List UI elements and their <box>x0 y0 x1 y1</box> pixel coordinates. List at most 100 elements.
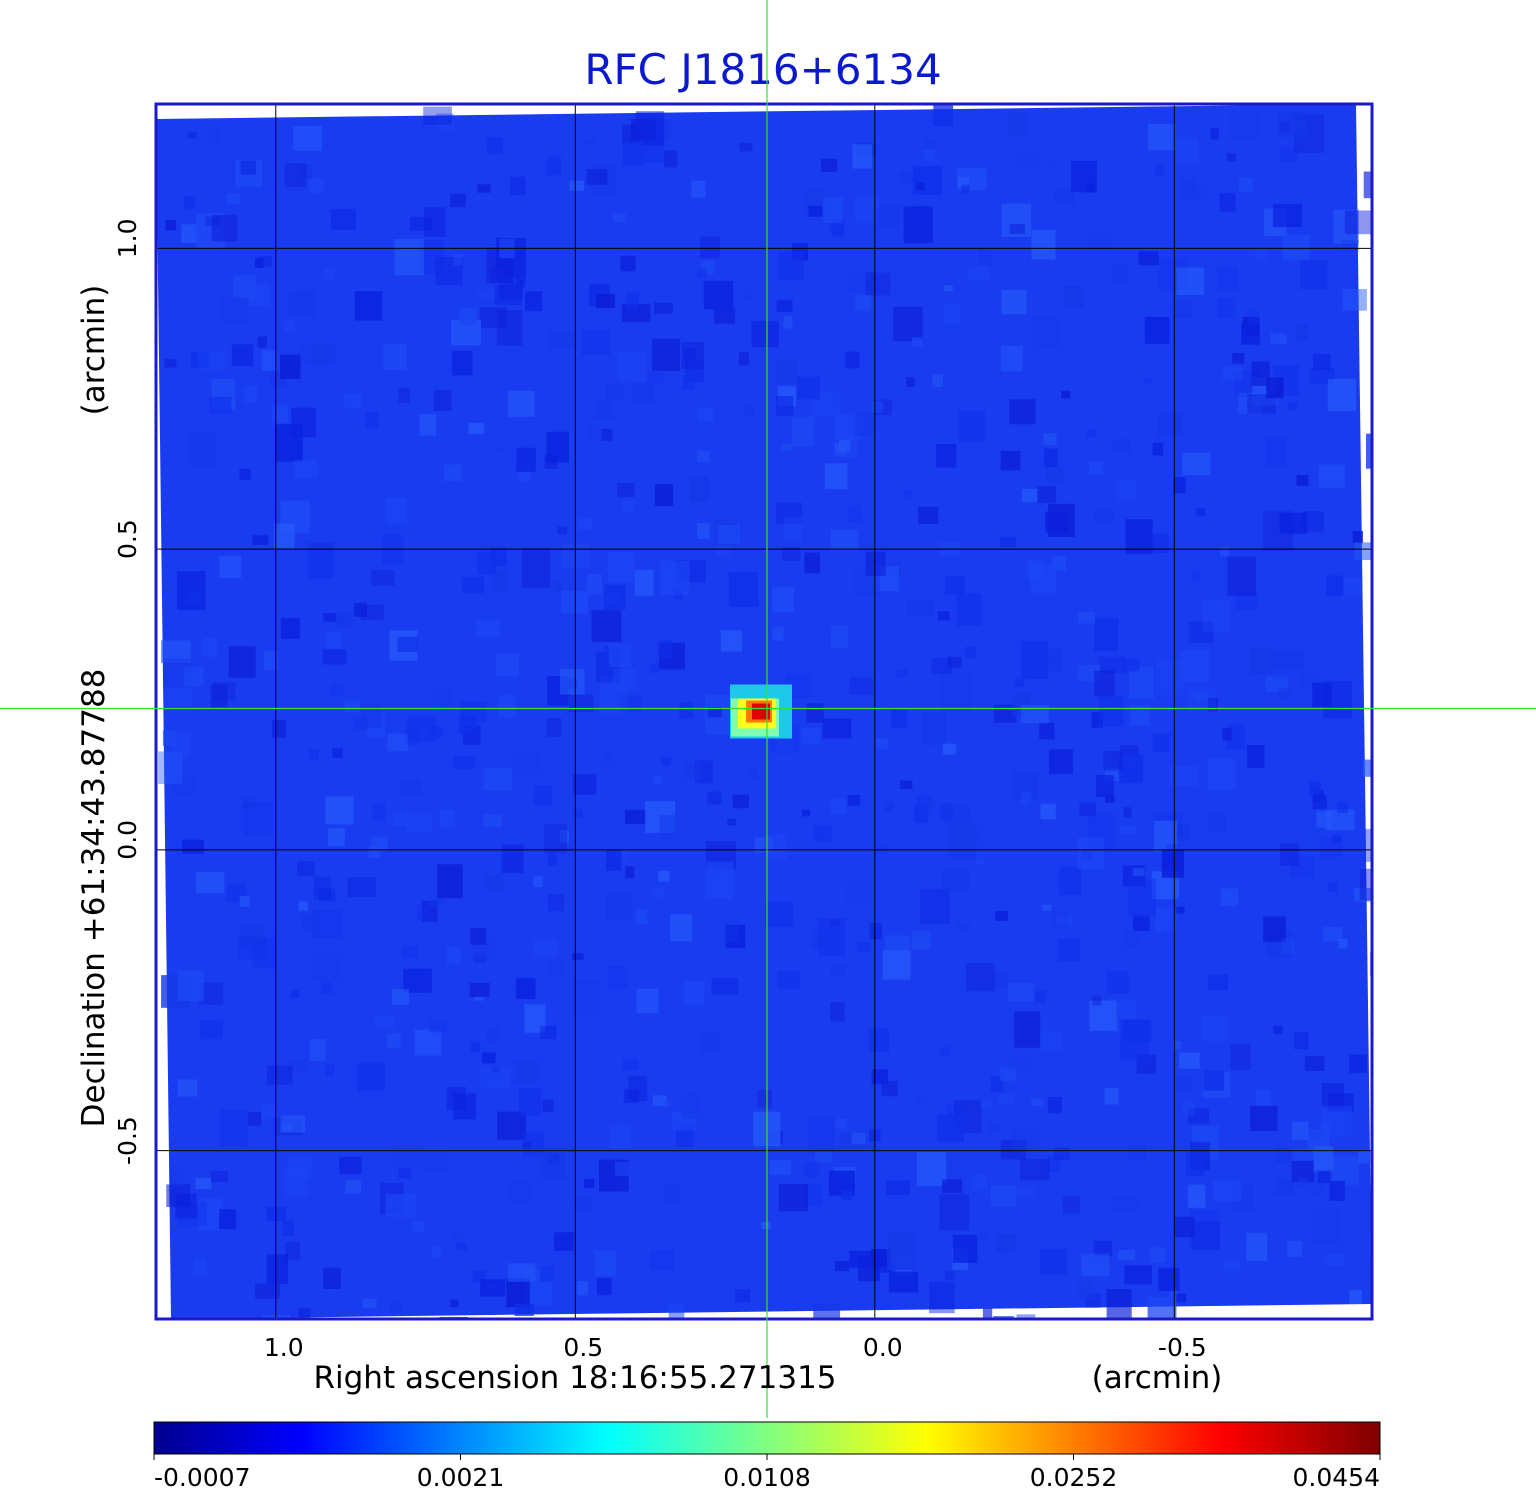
noise-patch <box>937 611 950 621</box>
noise-patch <box>781 547 801 561</box>
noise-patch <box>414 1029 442 1056</box>
noise-patch <box>594 1250 616 1277</box>
noise-patch <box>854 412 876 436</box>
noise-patch <box>821 158 838 172</box>
noise-patch <box>1182 1100 1195 1117</box>
noise-patch <box>1353 888 1372 902</box>
noise-patch <box>653 776 663 785</box>
noise-patch <box>1246 1232 1268 1261</box>
noise-patch <box>1125 519 1153 554</box>
coordinate-grid <box>156 104 1372 1319</box>
colorbar-tick-label: 0.0108 <box>723 1463 810 1492</box>
noise-patch <box>870 1249 890 1268</box>
noise-patch <box>546 718 562 737</box>
noise-patch <box>849 676 874 695</box>
noise-patch <box>428 726 443 738</box>
noise-patch <box>1174 1216 1195 1238</box>
noise-patch <box>655 484 673 506</box>
noise-patch <box>1079 802 1097 817</box>
noise-patch <box>1354 542 1372 560</box>
noise-patch <box>1129 705 1150 726</box>
noise-patch <box>604 584 626 610</box>
noise-patch <box>976 857 985 865</box>
noise-patch <box>647 372 665 384</box>
noise-patch <box>387 733 409 752</box>
noise-patch <box>585 138 595 146</box>
noise-patch <box>772 586 794 613</box>
noise-patch <box>240 924 265 946</box>
colorbar-tick-label: 0.0021 <box>417 1463 504 1492</box>
noise-patch <box>838 439 851 452</box>
noise-patch <box>1094 618 1119 651</box>
noise-patch <box>166 1184 191 1207</box>
y-tick-label: 0.0 <box>113 820 142 860</box>
noise-patch <box>734 1289 751 1303</box>
noise-patch <box>916 1095 925 1102</box>
noise-patch <box>957 176 970 188</box>
noise-patch <box>424 207 446 237</box>
noise-patch <box>776 396 794 416</box>
noise-patch <box>196 871 225 894</box>
noise-patch <box>514 1304 534 1316</box>
noise-patch <box>282 1220 294 1236</box>
noise-patch <box>939 1046 950 1055</box>
noise-patch <box>765 834 788 861</box>
noise-patch <box>1089 1000 1117 1031</box>
noise-patch <box>392 1142 423 1166</box>
noise-patch <box>845 351 860 369</box>
noise-patch <box>1223 1259 1240 1271</box>
noise-patch <box>1040 1031 1063 1051</box>
noise-patch <box>283 320 296 333</box>
noise-patch <box>972 1174 988 1191</box>
noise-patch <box>900 780 913 789</box>
noise-patch <box>1187 688 1216 709</box>
noise-patch <box>1344 210 1372 235</box>
noise-patch <box>193 1258 207 1276</box>
noise-patch <box>226 193 241 205</box>
noise-patch <box>1338 939 1348 949</box>
noise-patch <box>1086 429 1097 438</box>
noise-patch <box>1133 915 1150 931</box>
noise-patch <box>668 1304 685 1319</box>
noise-patch <box>573 808 583 818</box>
noise-patch <box>1321 1105 1352 1137</box>
noise-patch <box>662 1100 671 1107</box>
noise-patch <box>922 712 946 745</box>
noise-patch <box>813 1304 841 1319</box>
noise-patch <box>691 180 706 198</box>
noise-patch <box>482 1052 496 1064</box>
noise-patch <box>1287 402 1297 410</box>
noise-patch <box>714 308 736 324</box>
noise-patch <box>578 517 592 530</box>
noise-patch <box>610 1125 632 1149</box>
noise-patch <box>1191 570 1202 582</box>
noise-patch <box>920 889 950 925</box>
noise-patch <box>701 261 715 274</box>
noise-patch <box>302 914 319 933</box>
noise-patch <box>1298 1177 1308 1188</box>
x-axis-label: Right ascension 18:16:55.271315 <box>313 1360 836 1396</box>
crosshair <box>0 0 1536 1418</box>
noise-patch <box>321 982 333 994</box>
noise-patch <box>803 1161 820 1178</box>
noise-patch <box>548 960 563 976</box>
noise-patch <box>835 1119 848 1130</box>
noise-patch <box>823 197 843 224</box>
noise-patch <box>1358 1150 1372 1164</box>
noise-patch <box>480 1067 511 1089</box>
noise-patch <box>906 598 935 617</box>
noise-patch <box>1149 1247 1166 1263</box>
noise-patch <box>996 1234 1016 1253</box>
noise-patch <box>1157 412 1183 437</box>
noise-patch <box>903 490 912 499</box>
noise-patch <box>325 796 354 825</box>
noise-patch <box>1182 452 1211 475</box>
noise-patch <box>947 1104 961 1116</box>
noise-patch <box>586 425 602 442</box>
noise-patch <box>1062 1196 1080 1214</box>
noise-patch <box>365 411 378 428</box>
noise-patch <box>283 1122 293 1132</box>
noise-patch <box>271 404 288 426</box>
noise-patch <box>1116 478 1137 502</box>
noise-patch <box>1152 442 1164 456</box>
